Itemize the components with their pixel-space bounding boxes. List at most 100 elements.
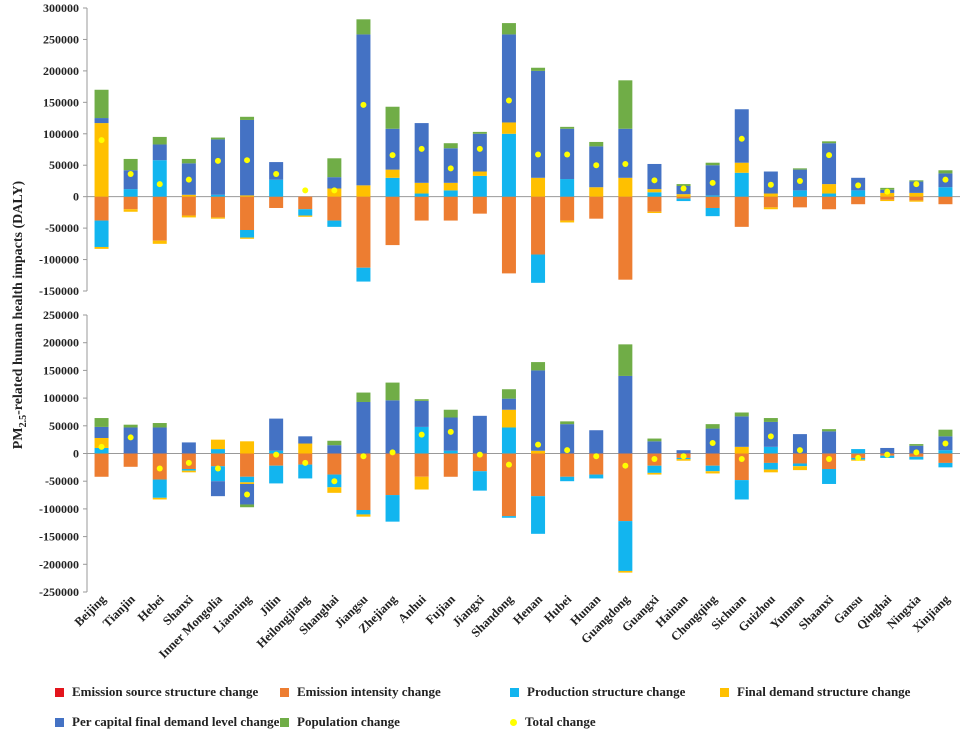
top-bar-hebei-population-change (152, 136, 167, 145)
bottom-bar-liaoning-emission-intensity-change (240, 453, 255, 477)
bottom-bar-zhejiang-production-structure-change (385, 495, 400, 522)
legend-label-final-demand-structure: Final demand structure change (737, 684, 911, 699)
top-bar-zhejiang-final-demand-structure-change-positive (385, 169, 400, 178)
bottom-bar-inner-mongolia-final-demand-structure-change-positive (210, 439, 225, 450)
top-bar-tianjin-emission-intensity-change (123, 196, 138, 210)
top-bar-beijing-per-capital-final-demand-level-change (94, 118, 109, 124)
bottom-bar-henan-population-change (531, 362, 546, 371)
top-bar-shaanxi-per-capital-final-demand-level-change (822, 143, 837, 185)
top-bar-shandong-production-structure-change-positive (501, 133, 516, 197)
bottom-y-tick-label: -200000 (39, 557, 79, 571)
bottom-bar-shanghai-final-demand-structure-change (327, 487, 342, 493)
top-bar-henan-final-demand-structure-change-positive (531, 177, 546, 197)
top-bar-anhui-per-capital-final-demand-level-change (414, 123, 429, 183)
bottom-bar-xinjiang-production-structure-change-positive (938, 450, 953, 454)
bottom-bar-beijing-per-capital-final-demand-level-change (94, 426, 109, 438)
top-bar-jilin-emission-intensity-change (269, 196, 284, 208)
bottom-bar-shaanxi-per-capital-final-demand-level-change (822, 431, 837, 454)
bottom-bar-xinjiang-production-structure-change (938, 462, 953, 468)
bottom-bar-liaoning-final-demand-structure-change-positive (240, 441, 255, 454)
top-bar-jilin-per-capital-final-demand-level-change (269, 162, 284, 180)
bottom-bar-hubei-production-structure-change (560, 476, 575, 482)
bottom-bar-chongqing-emission-intensity-change (705, 453, 720, 466)
bottom-bar-shanghai-per-capital-final-demand-level-change (327, 445, 342, 454)
bottom-bar-fujian-emission-intensity-change (443, 453, 458, 477)
top-bar-shanxi-final-demand-structure-change-positive (181, 194, 196, 197)
bottom-bar-shandong-production-structure-change (501, 516, 516, 518)
top-bar-henan-per-capital-final-demand-level-change (531, 70, 546, 178)
top-bar-henan-production-structure-change (531, 254, 546, 283)
top-bar-hebei-production-structure-change-positive (152, 160, 167, 197)
top-panel-y-axis: -150000 -100000 -50000 0 50000 100000 150000 20… (39, 1, 960, 298)
bottom-y-tick-label: 200000 (43, 336, 79, 350)
bottom-total-dot-shandong (505, 461, 512, 468)
bottom-total-dot-hainan (680, 453, 687, 460)
top-bar-hunan-population-change (589, 141, 604, 147)
top-bar-tianjin-final-demand-structure-change (123, 209, 138, 212)
bottom-bar-heilongjiang-per-capital-final-demand-level-change (298, 436, 313, 444)
legend-swatch-total-change (510, 718, 517, 726)
top-total-dot-ningxia (913, 181, 920, 188)
top-total-dot-beijing (98, 137, 105, 144)
legend-label-population: Population change (297, 714, 400, 729)
bottom-total-dot-tianjin (127, 434, 134, 441)
top-bar-shaanxi-final-demand-structure-change-positive (822, 184, 837, 194)
bottom-bar-sichuan-production-structure-change (734, 480, 749, 500)
bottom-bar-chongqing-production-structure-change (705, 465, 720, 472)
top-y-tick-label: 150000 (43, 95, 79, 109)
top-total-dot-inner-mongolia (214, 157, 221, 164)
bottom-bar-xinjiang-emission-intensity-change (938, 453, 953, 463)
bottom-total-dot-guizhou (767, 433, 774, 440)
legend-item-total-change: Total change (510, 714, 596, 730)
y-axis-title-subscript: 2.5 (18, 415, 29, 428)
bottom-bar-anhui-production-structure-change-positive (414, 426, 429, 454)
top-bar-shanghai-population-change (327, 158, 342, 178)
top-bar-heilongjiang-production-structure-change (298, 209, 313, 216)
legend-swatch-emission-intensity (280, 687, 289, 697)
top-bar-jiangxi-per-capital-final-demand-level-change (472, 133, 487, 172)
bottom-bar-heilongjiang-final-demand-structure-change-positive (298, 443, 313, 454)
bottom-y-tick-label: 250000 (43, 308, 79, 322)
y-axis-title-pm: PM (11, 427, 26, 449)
top-bar-inner-mongolia-per-capital-final-demand-level-change (210, 139, 225, 195)
bottom-bar-shanxi-per-capital-final-demand-level-change (181, 442, 196, 454)
bottom-bar-beijing-population-change (94, 418, 109, 427)
bottom-bar-guangdong-emission-intensity-change (618, 453, 633, 522)
top-y-tick-label: 250000 (43, 32, 79, 46)
bottom-bar-shaanxi-production-structure-change (822, 469, 837, 484)
bottom-bar-beijing-production-structure-change-positive (94, 447, 109, 454)
top-bar-hubei-emission-intensity-change (560, 196, 575, 221)
bottom-total-dot-chongqing (709, 439, 716, 446)
bottom-total-dot-ningxia (913, 449, 920, 456)
top-bar-shanghai-production-structure-change (327, 220, 342, 227)
bottom-bar-zhejiang-population-change (385, 382, 400, 401)
top-y-tick-label: 300000 (43, 1, 79, 15)
top-bar-hainan-production-structure-change (676, 198, 691, 202)
top-bar-guangxi-final-demand-structure-change-positive (647, 189, 662, 193)
top-total-dot-gansu (855, 182, 862, 189)
top-bar-ningxia-emission-intensity-change (909, 196, 924, 201)
top-bar-guangdong-emission-intensity-change (618, 196, 633, 280)
bottom-bar-guangxi-final-demand-structure-change (647, 472, 662, 475)
bottom-total-dot-gansu (855, 454, 862, 461)
top-bar-guizhou-final-demand-structure-change (763, 207, 778, 210)
bottom-bar-hebei-per-capital-final-demand-level-change (152, 427, 167, 454)
legend-swatch-population (280, 717, 289, 727)
bottom-bar-ningxia-production-structure-change (909, 456, 924, 460)
bottom-bar-guangdong-population-change (618, 344, 633, 376)
top-bar-ningxia-per-capital-final-demand-level-change (909, 181, 924, 193)
top-total-dot-shandong (505, 97, 512, 104)
legend-swatch-final-demand-structure (720, 687, 729, 697)
top-y-tick-label: -50000 (45, 221, 79, 235)
bottom-y-tick-label: 150000 (43, 363, 79, 377)
top-bar-liaoning-final-demand-structure-change-positive (240, 195, 255, 197)
bottom-bar-hubei-emission-intensity-change (560, 453, 575, 477)
top-bar-qinghai-emission-intensity-change (880, 196, 895, 200)
bottom-bar-shanxi-final-demand-structure-change (181, 470, 196, 473)
bottom-bar-liaoning-population-change (240, 504, 255, 508)
bottom-bar-shandong-production-structure-change-positive (501, 427, 516, 454)
top-bar-jiangxi-population-change (472, 131, 487, 134)
bottom-bar-hainan-final-demand-structure-change (676, 459, 691, 461)
bottom-total-dot-guangdong (622, 462, 629, 469)
